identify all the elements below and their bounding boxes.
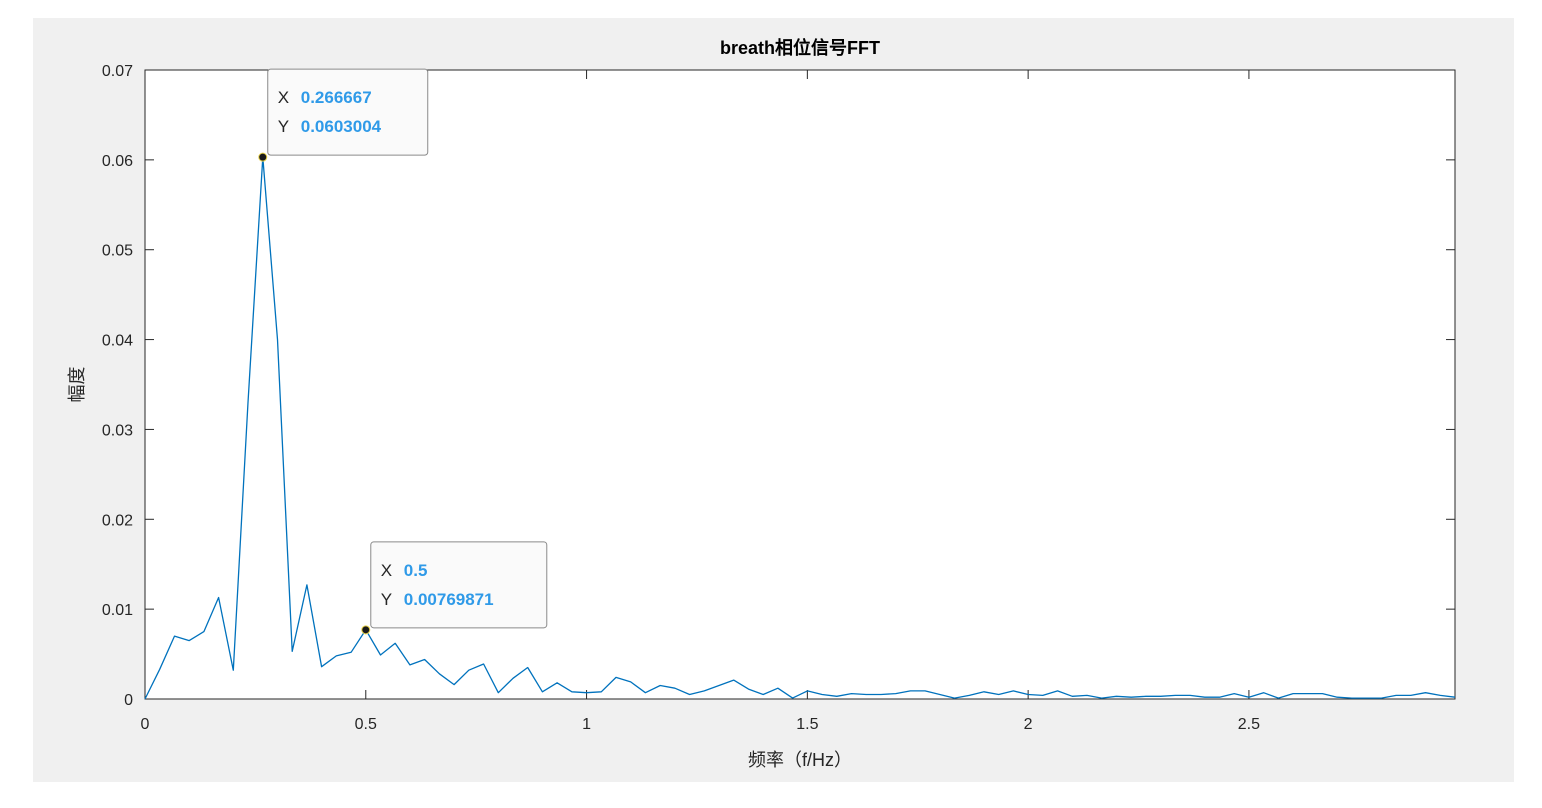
datatip-x-key: X — [278, 88, 289, 107]
y-tick-label: 0.02 — [102, 512, 133, 529]
y-tick-label: 0.06 — [102, 153, 133, 170]
datatip-marker — [361, 625, 371, 635]
x-axis-title: 频率（f/Hz） — [748, 750, 852, 770]
x-tick-label: 0 — [141, 716, 150, 733]
chart: 0 0.5 1 1.5 2 2.5 0 0.01 0.02 0.03 0.04 0.05 0.06 0.0… — [67, 37, 1456, 770]
datatip-box — [267, 68, 429, 156]
datatip-x-value: 0.266667 — [301, 88, 372, 107]
x-tick-label: 0.5 — [355, 716, 377, 733]
y-tick-label: 0 — [124, 692, 133, 709]
datatip-marker — [258, 152, 268, 162]
plot-area — [144, 69, 1456, 700]
y-axis-title: 幅度 — [67, 367, 87, 403]
datatip-x-value: 0.5 — [404, 561, 428, 580]
datatip-x-key: X — [381, 561, 392, 580]
x-tick-label: 1 — [582, 716, 591, 733]
y-tick-label: 0.03 — [102, 422, 133, 439]
x-tick-label: 1.5 — [796, 716, 818, 733]
y-tick-label: 0.07 — [102, 63, 133, 80]
y-tick-label: 0.01 — [102, 602, 133, 619]
datatip-y-key: Y — [278, 117, 289, 136]
datatip-y-value: 0.0603004 — [301, 117, 382, 136]
datatip-y-value: 0.00769871 — [404, 590, 494, 609]
figure-window: 0 0.5 1 1.5 2 2.5 0 0.01 0.02 0.03 0.04 0.05 0.06 0.0… — [33, 18, 1514, 782]
y-tick-label: 0.05 — [102, 243, 133, 260]
datatip-box — [370, 541, 548, 629]
x-tick-label: 2 — [1024, 716, 1033, 733]
chart-title: breath相位信号FFT — [720, 37, 880, 58]
x-tick-label: 2.5 — [1238, 716, 1260, 733]
y-tick-label: 0.04 — [102, 333, 133, 350]
datatip-y-key: Y — [381, 590, 392, 609]
